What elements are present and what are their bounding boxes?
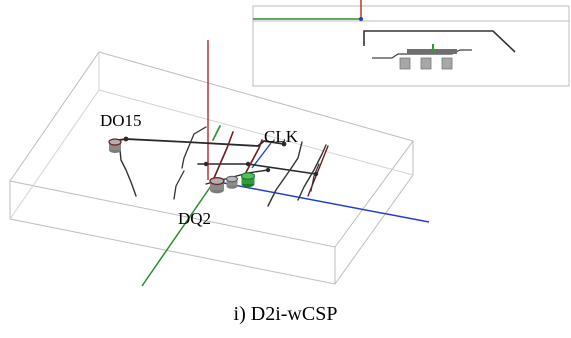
inset-origin-node (359, 17, 363, 21)
coordinate-axes (141, 40, 430, 287)
node-center-1 (203, 161, 209, 167)
lead-far-right (310, 163, 320, 192)
label-do15: DO15 (100, 111, 142, 130)
label-clk: CLK (264, 127, 299, 146)
box-hidden-edges (9, 52, 414, 220)
inset-pad-1 (399, 57, 411, 70)
lead-right-b (297, 144, 327, 201)
trace-do15 (111, 138, 285, 147)
via-do15 (108, 138, 122, 153)
via-dq2 (209, 176, 225, 194)
inset-trace-profile (363, 30, 516, 53)
inset-frame (252, 5, 570, 87)
trace-red-long (210, 131, 234, 186)
via-clk (241, 172, 255, 188)
lead-do15-drop (119, 149, 137, 197)
lead-left-tall (181, 126, 207, 169)
via-dq2-neighbor (226, 175, 238, 189)
clk-leader-line (251, 142, 272, 169)
vias (108, 138, 255, 194)
node-do15 (123, 136, 129, 142)
label-dq2: DQ2 (178, 209, 211, 228)
node-center-4 (265, 167, 271, 173)
axis-x-blue (212, 180, 430, 223)
inset-green-node (431, 48, 435, 52)
figure-caption: i) D2i-wCSP (233, 303, 338, 325)
axis-y-green (141, 185, 212, 287)
side-view-inset (252, 0, 570, 87)
inset-pad-3 (441, 57, 453, 70)
lead-mid-green (212, 125, 221, 141)
node-trace-end (281, 141, 287, 147)
node-center-2 (245, 161, 251, 167)
lead-right-a (267, 141, 303, 207)
substrate-box (9, 51, 414, 285)
inset-pad-2 (420, 57, 432, 70)
lead-left-low (173, 170, 185, 200)
node-center-3 (313, 171, 319, 177)
interconnect-traces (111, 125, 329, 207)
trace-clk-route (242, 139, 263, 179)
